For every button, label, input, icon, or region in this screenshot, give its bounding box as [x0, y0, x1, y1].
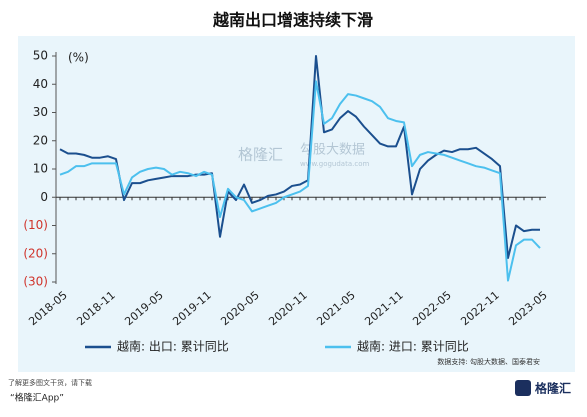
y-tick-label: 50 [33, 49, 48, 63]
chart-title: 越南出口增速持续下滑 [212, 11, 373, 30]
legend-label: 越南: 出口: 累计同比 [117, 339, 229, 354]
legend-label: 越南: 进口: 累计同比 [357, 339, 469, 354]
watermark: www.gogudata.com [300, 160, 369, 168]
footer-text: “格隆汇App” [10, 392, 64, 404]
y-tick-label: 10 [33, 162, 48, 176]
watermark: 格隆汇 [238, 146, 283, 164]
logo: 格隆汇 [535, 381, 571, 396]
y-tick-label: (10) [23, 218, 48, 232]
logo-icon [515, 380, 531, 396]
line-series [59, 80, 541, 282]
unit-label: (%) [68, 51, 89, 65]
y-tick-label: 30 [33, 105, 48, 119]
plot-background [18, 36, 575, 372]
source: 数据支持: 勾股大数据、国泰君安 [437, 357, 540, 366]
y-tick-label: (20) [23, 246, 48, 260]
footer-text: 了解更多图文干货，请下载 [8, 378, 92, 387]
watermark: 勾股大数据 [300, 143, 365, 158]
y-tick-label: 20 [33, 133, 48, 147]
y-tick-label: (30) [23, 275, 48, 289]
y-tick-label: 0 [40, 190, 48, 204]
y-tick-label: 40 [33, 77, 48, 91]
line-series [59, 55, 540, 259]
